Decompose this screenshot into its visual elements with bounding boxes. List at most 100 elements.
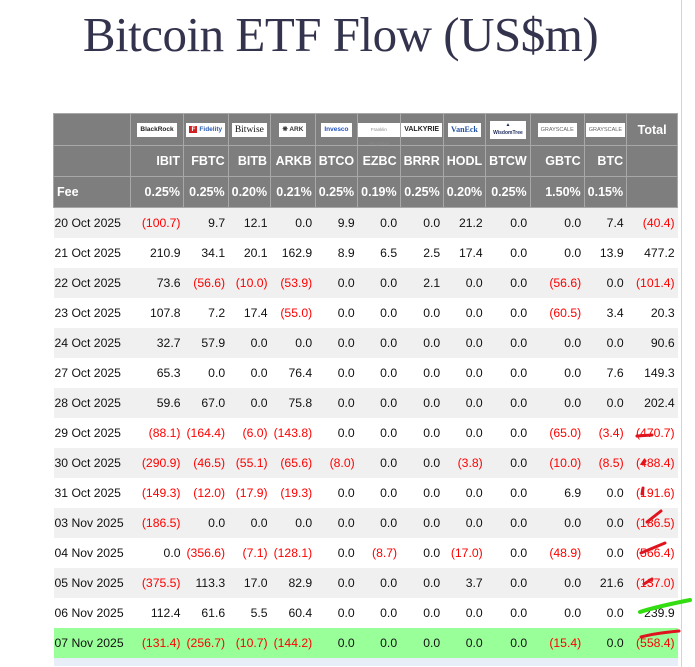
- cell-gbtc: 0.0: [530, 358, 585, 388]
- cell-bitb: 0.0: [228, 508, 271, 538]
- cell-ezbc: 0.0: [357, 568, 401, 598]
- cell-fbtc: (164.4): [183, 418, 229, 448]
- cell-empty: [357, 658, 401, 666]
- cell-gbtc: (15.4): [530, 628, 585, 658]
- cell-btcw: 0.0: [485, 598, 531, 628]
- cell-bitb: (10.7): [228, 628, 271, 658]
- fee-fbtc: 0.25%: [183, 176, 229, 208]
- table-row: 31 Oct 2025 (149.3) (12.0) (17.9) (19.3)…: [53, 478, 678, 508]
- ticker-row: IBIT FBTC BITB ARKB BTCO EZBC BRRR HODL …: [53, 145, 679, 177]
- cell-brrr: 2.1: [400, 268, 444, 298]
- cell-btcw: 0.0: [485, 418, 531, 448]
- fee-gbtc: 1.50%: [529, 176, 585, 208]
- flow-table-body: 20 Oct 2025 (100.7) 9.7 12.1 0.0 9.9 0.0…: [53, 207, 678, 666]
- cell-btco: 0.0: [315, 508, 358, 538]
- cell-hodl: (17.0): [443, 538, 486, 568]
- issuer-logo-vaneck: VanEck: [442, 113, 487, 146]
- cell-ibit: (375.5): [130, 568, 184, 598]
- cell-total: (101.4): [626, 268, 678, 298]
- cell-hodl: 0.0: [443, 388, 486, 418]
- cell-btco: 0.0: [315, 598, 358, 628]
- cell-ibit: 73.6: [130, 268, 184, 298]
- cell-empty: [53, 658, 131, 666]
- cell-hodl: 0.0: [443, 478, 486, 508]
- fee-row: Fee 0.25% 0.25% 0.20% 0.21% 0.25% 0.19% …: [53, 176, 679, 208]
- cell-bitb: 0.0: [228, 388, 271, 418]
- cell-empty: [400, 658, 444, 666]
- cell-total: 202.4: [626, 388, 678, 418]
- cell-arkb: 0.0: [270, 328, 316, 358]
- row-date: 03 Nov 2025: [53, 508, 131, 538]
- table-row: 20 Oct 2025 (100.7) 9.7 12.1 0.0 9.9 0.0…: [53, 207, 678, 238]
- cell-bitb: 17.0: [228, 568, 271, 598]
- cell-btc: 0.0: [584, 388, 627, 418]
- cell-btcw: 0.0: [485, 388, 531, 418]
- header-total: Total: [626, 113, 679, 146]
- cell-btcw: 0.0: [485, 628, 531, 658]
- cell-bitb: 20.1: [228, 238, 271, 268]
- cell-bitb: 12.1: [228, 207, 271, 238]
- cell-gbtc: 0.0: [530, 508, 585, 538]
- cell-ezbc: (8.7): [357, 538, 401, 568]
- cell-bitb: 5.5: [228, 598, 271, 628]
- cell-btc: 21.6: [584, 568, 627, 598]
- row-date: 28 Oct 2025: [53, 388, 131, 418]
- issuer-logo-ark: ❋ ARK: [270, 113, 316, 146]
- cell-ibit: 112.4: [130, 598, 184, 628]
- table-row: 24 Oct 2025 32.7 57.9 0.0 0.0 0.0 0.0 0.…: [53, 328, 678, 358]
- invesco-logo-icon: Invesco: [321, 122, 352, 137]
- cell-btcw: 0.0: [485, 448, 531, 478]
- cell-ezbc: 0.0: [357, 358, 401, 388]
- page-right-border: [681, 0, 682, 667]
- cell-bitb: (7.1): [228, 538, 271, 568]
- cell-total: 90.6: [626, 328, 678, 358]
- cell-ibit: 210.9: [130, 238, 184, 268]
- cell-empty: [530, 658, 585, 666]
- cell-btc: 0.0: [584, 598, 627, 628]
- cell-bitb: (55.1): [228, 448, 271, 478]
- cell-btc: 0.0: [584, 508, 627, 538]
- cell-hodl: 0.0: [443, 268, 486, 298]
- ticker-brrr: BRRR: [399, 145, 444, 177]
- cell-fbtc: 0.0: [183, 508, 229, 538]
- cell-brrr: 0.0: [400, 358, 444, 388]
- cell-brrr: 2.5: [400, 238, 444, 268]
- annotation-dash-icon: [639, 629, 681, 639]
- fee-btcw: 0.25%: [485, 176, 531, 208]
- fee-brrr: 0.25%: [399, 176, 444, 208]
- annotation-dash-icon: [639, 541, 667, 555]
- cell-btcw: 0.0: [485, 207, 531, 238]
- table-row-partial: [53, 658, 678, 666]
- fee-btco: 0.25%: [314, 176, 359, 208]
- fee-ibit: 0.25%: [130, 176, 184, 208]
- row-date: 20 Oct 2025: [53, 207, 131, 238]
- cell-btc: 0.0: [584, 328, 627, 358]
- cell-btco: 0.0: [315, 328, 358, 358]
- cell-btcw: 0.0: [485, 268, 531, 298]
- cell-ezbc: 0.0: [357, 478, 401, 508]
- cell-ibit: (186.5): [130, 508, 184, 538]
- cell-ibit: 32.7: [130, 328, 184, 358]
- cell-fbtc: (12.0): [183, 478, 229, 508]
- annotation-dash-icon: [642, 577, 654, 586]
- issuer-logo-grayscale-gbtc: GRAYSCALE: [529, 113, 585, 146]
- cell-gbtc: 0.0: [530, 207, 585, 238]
- cell-ibit: 107.8: [130, 298, 184, 328]
- row-date: 04 Nov 2025: [53, 538, 131, 568]
- valkyrie-logo-icon: VALKYRIE: [401, 122, 443, 137]
- cell-total: (191.6): [626, 478, 678, 508]
- issuer-logo-wisdomtree: ▲ WisdomTree: [485, 113, 531, 146]
- fee-total-blank: [626, 176, 679, 208]
- cell-ezbc: 0.0: [357, 268, 401, 298]
- cell-arkb: (53.9): [270, 268, 316, 298]
- cell-fbtc: (356.6): [183, 538, 229, 568]
- cell-btcw: 0.0: [485, 358, 531, 388]
- cell-btco: 9.9: [315, 207, 358, 238]
- row-date: 29 Oct 2025: [53, 418, 131, 448]
- row-date: 30 Oct 2025: [53, 448, 131, 478]
- cell-ezbc: 0.0: [357, 298, 401, 328]
- ticker-btc: BTC: [583, 145, 628, 177]
- row-date: 05 Nov 2025: [53, 568, 131, 598]
- cell-arkb: (19.3): [270, 478, 316, 508]
